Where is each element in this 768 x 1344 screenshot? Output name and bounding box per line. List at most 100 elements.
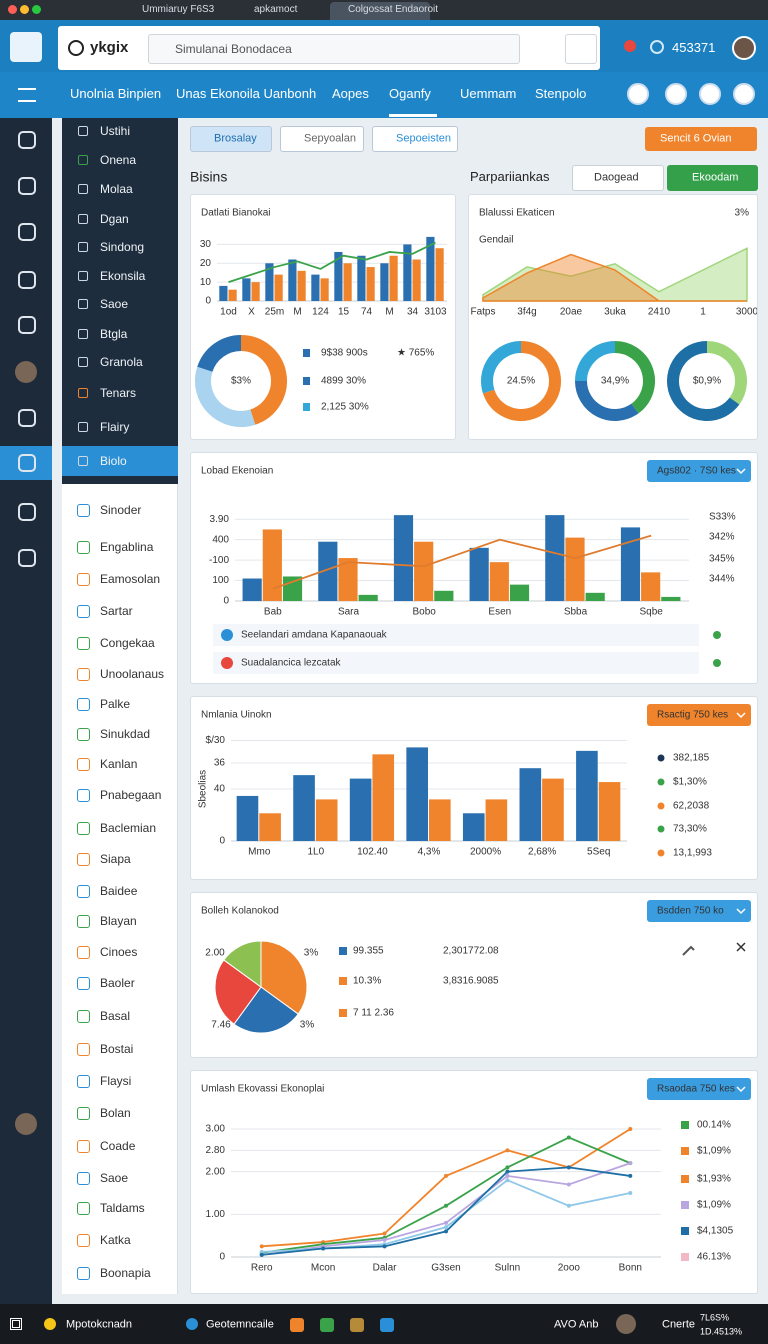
sidebar-item[interactable]: Coade bbox=[100, 1138, 136, 1153]
dropdown-label[interactable]: Daogead bbox=[594, 171, 639, 184]
toolbar-button[interactable] bbox=[372, 126, 458, 152]
toolbar-button[interactable] bbox=[280, 126, 364, 152]
icon-rail bbox=[0, 118, 52, 1304]
sidebar-item[interactable]: Biolo bbox=[100, 453, 127, 468]
sidebar-item[interactable]: Granola bbox=[100, 354, 143, 369]
y-tick-label: $/30 bbox=[206, 735, 226, 746]
rail-icon[interactable] bbox=[18, 316, 36, 334]
rail-icon[interactable] bbox=[18, 454, 36, 472]
sidebar-item[interactable]: Molaa bbox=[100, 181, 133, 196]
sidebar-item[interactable]: Saoe bbox=[100, 296, 129, 311]
point bbox=[444, 1225, 448, 1230]
pie-label: 3% bbox=[304, 948, 319, 959]
action-button[interactable] bbox=[645, 127, 757, 151]
sidebar-item[interactable]: Baoler bbox=[100, 975, 135, 990]
chart-button[interactable] bbox=[647, 460, 751, 482]
sidebar-item[interactable]: Bostai bbox=[100, 1041, 134, 1056]
sidebar-item[interactable]: Sinukdad bbox=[100, 726, 151, 741]
y-tick-label: 0 bbox=[219, 836, 225, 847]
y-tick-label: 100 bbox=[212, 575, 229, 586]
tab-title: Colgossat Endaoroit bbox=[348, 4, 439, 15]
sidebar-item[interactable]: Congekaa bbox=[100, 635, 155, 650]
sidebar-item[interactable]: Flaysi bbox=[100, 1073, 132, 1088]
search-box[interactable] bbox=[148, 34, 520, 64]
nav-item[interactable]: Stenpolo bbox=[535, 86, 587, 102]
sidebar-item[interactable]: Katka bbox=[100, 1232, 131, 1247]
sidebar-item[interactable]: Baidee bbox=[100, 883, 138, 898]
dropdown[interactable] bbox=[572, 165, 664, 191]
nav-item[interactable]: Unolnia Binpien bbox=[70, 86, 162, 102]
sidebar-item[interactable]: Sindong bbox=[100, 239, 145, 254]
sidebar-item[interactable]: Saoe bbox=[100, 1170, 129, 1185]
sidebar-icon bbox=[77, 915, 90, 928]
sidebar-item[interactable]: Taldams bbox=[100, 1200, 145, 1215]
toolbar-button-label[interactable]: Brosalay bbox=[214, 132, 257, 145]
search-button[interactable] bbox=[565, 34, 597, 64]
sidebar-item[interactable]: Boonapia bbox=[100, 1265, 151, 1280]
nav-item[interactable]: Unas Ekonoila Uanbonh bbox=[176, 86, 317, 102]
export-button[interactable] bbox=[667, 165, 758, 191]
rail-icon[interactable] bbox=[18, 549, 36, 567]
area bbox=[482, 253, 747, 302]
donut-center: $3% bbox=[231, 376, 251, 387]
sidebar-item[interactable]: Unoolanaus bbox=[100, 666, 165, 681]
side-label: 342% bbox=[709, 532, 735, 543]
chart-button[interactable] bbox=[647, 1078, 751, 1100]
sidebar-item[interactable]: Blayan bbox=[100, 913, 137, 928]
taskbar-item[interactable]: Mpotokcnadn bbox=[66, 1318, 133, 1331]
action-label[interactable]: Sencit 6 Ovian bbox=[660, 132, 732, 145]
bar bbox=[315, 799, 338, 841]
pie-label: 3% bbox=[300, 1020, 315, 1031]
toolbar-button-label[interactable]: Sepyoalan bbox=[304, 132, 356, 145]
sidebar-item[interactable]: Basal bbox=[100, 1008, 131, 1023]
sidebar-item[interactable]: Ekonsila bbox=[100, 268, 146, 283]
legend-marker bbox=[339, 977, 347, 985]
sidebar-icon bbox=[77, 1107, 90, 1120]
sidebar-item[interactable]: Flairy bbox=[100, 419, 130, 434]
sidebar-item[interactable]: Eamosolan bbox=[100, 571, 161, 586]
sidebar-item[interactable]: Engablina bbox=[100, 539, 154, 554]
nav-underline bbox=[389, 114, 437, 117]
rail-icon[interactable] bbox=[18, 503, 36, 521]
sidebar-item[interactable]: Bolan bbox=[100, 1105, 131, 1120]
nav-item[interactable]: Aopes bbox=[332, 86, 369, 102]
sidebar-item[interactable]: Kanlan bbox=[100, 756, 138, 771]
sidebar-item[interactable]: Tenars bbox=[100, 385, 137, 400]
nav-item[interactable]: Oganfy bbox=[389, 86, 431, 102]
sidebar-item[interactable]: Cinoes bbox=[100, 944, 138, 959]
taskbar-item[interactable]: Geotemncaile bbox=[206, 1318, 274, 1331]
sidebar-item[interactable]: Sinoder bbox=[100, 502, 142, 517]
sidebar-item[interactable]: Btgla bbox=[100, 326, 128, 341]
tab-title: Ummiaruy F6S3 bbox=[142, 4, 215, 15]
x-tick-label: Dalar bbox=[373, 1263, 398, 1274]
x-tick-label: X bbox=[248, 307, 255, 318]
x-tick-label: 34 bbox=[407, 307, 419, 318]
rail-icon[interactable] bbox=[18, 409, 36, 427]
rail-icon[interactable] bbox=[18, 271, 36, 289]
point bbox=[505, 1148, 510, 1153]
sidebar-item[interactable]: Onena bbox=[100, 152, 137, 167]
chart-button[interactable] bbox=[647, 704, 751, 726]
sidebar-item[interactable]: Sartar bbox=[100, 603, 133, 618]
status-icon bbox=[650, 40, 664, 54]
browser-tab[interactable] bbox=[330, 2, 430, 20]
rail-icon[interactable] bbox=[18, 177, 36, 195]
sidebar-item[interactable]: Dgan bbox=[100, 211, 129, 226]
rail-icon[interactable] bbox=[18, 131, 36, 149]
sidebar-item[interactable]: Pnabegaan bbox=[100, 787, 162, 802]
sidebar-item[interactable]: Baclemian bbox=[100, 820, 157, 835]
sidebar-item[interactable]: Siapa bbox=[100, 851, 131, 866]
rail-icon[interactable] bbox=[18, 223, 36, 241]
sidebar-item[interactable]: Palke bbox=[100, 696, 131, 711]
toolbar-button[interactable] bbox=[190, 126, 272, 152]
export-label[interactable]: Ekoodam bbox=[692, 171, 739, 184]
sidebar-icon bbox=[77, 853, 90, 866]
pie-slice bbox=[233, 986, 299, 1034]
sidebar-item[interactable]: Ustihi bbox=[100, 123, 131, 138]
toolbar-button-label[interactable]: Sepoeisten bbox=[396, 132, 452, 145]
chart-button[interactable] bbox=[647, 900, 751, 922]
sidebar-icon bbox=[78, 329, 88, 339]
nav-item[interactable]: Uemmam bbox=[460, 86, 517, 102]
bar bbox=[297, 270, 306, 301]
logo-text: ykgix bbox=[90, 39, 129, 56]
